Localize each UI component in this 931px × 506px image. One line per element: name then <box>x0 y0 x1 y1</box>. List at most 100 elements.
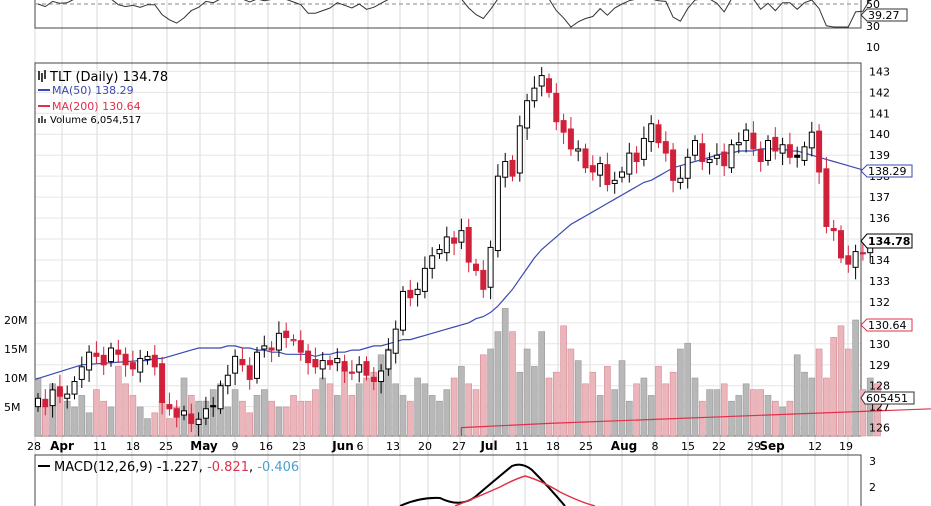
volume-bar <box>662 383 670 437</box>
volume-bar <box>100 400 107 437</box>
volume-bar <box>538 331 546 437</box>
ma200-line <box>460 408 931 436</box>
volume-bar <box>844 348 852 437</box>
x-day-label: 20 <box>418 440 432 453</box>
volume-bar <box>815 348 823 437</box>
volume-bar <box>560 325 567 437</box>
svg-text:Volume 6,054,517: Volume 6,054,517 <box>50 115 141 126</box>
candlesticks <box>35 66 874 437</box>
x-day-label: 6 <box>357 440 364 453</box>
volume-bar <box>801 371 808 437</box>
close-value-badge: 134.78 <box>860 233 913 249</box>
volume-bar <box>706 389 713 437</box>
legend-ma50-label: MA(50) <box>52 84 92 97</box>
volume-bar <box>443 389 451 437</box>
candle <box>217 380 224 414</box>
x-day-label: 11 <box>93 440 107 453</box>
volume-bar <box>151 412 159 437</box>
candle <box>327 355 333 370</box>
volume-bar <box>859 389 867 437</box>
candle <box>78 356 85 389</box>
price-tick-label: 139 <box>869 149 890 162</box>
candle <box>830 219 837 241</box>
candle <box>429 247 436 279</box>
x-day-label: 12 <box>808 440 822 453</box>
volume-bar <box>71 406 78 437</box>
ma50-value-badge: 138.29 <box>860 164 913 178</box>
candle <box>71 376 78 400</box>
volume-bar <box>647 395 655 437</box>
x-day-label: 19 <box>839 440 853 453</box>
volume-bars <box>34 308 881 437</box>
x-day-label: 16 <box>259 440 273 453</box>
candle <box>779 137 786 166</box>
candle <box>786 132 793 165</box>
volume-bar <box>750 389 757 437</box>
volume-bar <box>363 377 370 437</box>
candle <box>553 83 560 131</box>
candle <box>305 344 312 375</box>
candle <box>692 135 698 161</box>
rsi-badge-value: 39.27 <box>868 9 900 22</box>
candle <box>531 76 538 108</box>
price-tick-label: 133 <box>869 275 890 288</box>
x-day-label: 15 <box>681 440 695 453</box>
candle <box>100 346 107 376</box>
candle <box>224 364 231 395</box>
volume-bar <box>852 319 859 437</box>
price-tick-label: 141 <box>869 107 890 120</box>
candle <box>181 405 187 421</box>
svg-text:MA(50) 138.29: MA(50) 138.29 <box>52 84 134 97</box>
macd-signal-line <box>454 475 596 506</box>
volume-bar <box>479 354 487 437</box>
rsi-panel: 50 30 10 39.27 <box>34 0 908 54</box>
volume-bar <box>472 389 480 437</box>
volume-bar <box>545 377 553 437</box>
volume-bar <box>166 418 173 437</box>
volume-bar <box>348 395 356 437</box>
volume-bar <box>596 395 604 437</box>
candle <box>480 260 487 298</box>
candle <box>816 124 823 184</box>
legend: TLT (Daily) 134.78 MA(50) 138.29 MA(200)… <box>38 70 168 126</box>
svg-text:TLT (Daily) 134.78: TLT (Daily) 134.78 <box>49 70 168 85</box>
volume-bar <box>319 377 327 437</box>
x-day-label: 25 <box>579 440 593 453</box>
volume-bar <box>421 383 429 437</box>
candle <box>268 341 275 363</box>
candle <box>115 339 122 363</box>
legend-volume-value: 6,054,517 <box>90 115 141 126</box>
volume-bar <box>297 400 305 437</box>
candle <box>210 397 217 417</box>
candle <box>794 146 801 168</box>
volume-bar <box>115 366 122 437</box>
x-day-label: 18 <box>126 440 140 453</box>
volume-bar <box>107 406 115 437</box>
volume-bar <box>625 400 633 437</box>
volume-bar <box>465 383 473 437</box>
volume-bar <box>231 389 239 437</box>
candle <box>246 357 253 390</box>
volume-bar <box>728 400 735 437</box>
price-tick-label: 137 <box>869 191 890 204</box>
candle <box>772 127 779 160</box>
legend-volume-label: Volume <box>50 115 87 126</box>
volume-bar <box>779 406 786 437</box>
volume-bar <box>837 325 845 437</box>
candle <box>670 143 677 193</box>
x-day-label: 23 <box>292 440 306 453</box>
macd-hist-value: -0.406 <box>257 460 299 475</box>
volume-bar <box>757 389 765 437</box>
volume-bar <box>830 337 838 437</box>
volume-bar <box>458 366 465 437</box>
candle <box>378 364 385 394</box>
volume-tick-label: 10M <box>4 372 28 385</box>
volume-bar <box>713 389 721 437</box>
ma50-line <box>34 148 878 380</box>
ma50-badge-value: 138.29 <box>868 165 907 178</box>
candle <box>421 256 428 299</box>
candle <box>363 356 370 381</box>
candle <box>283 322 290 348</box>
candle <box>509 155 516 182</box>
volume-bar <box>268 400 275 437</box>
